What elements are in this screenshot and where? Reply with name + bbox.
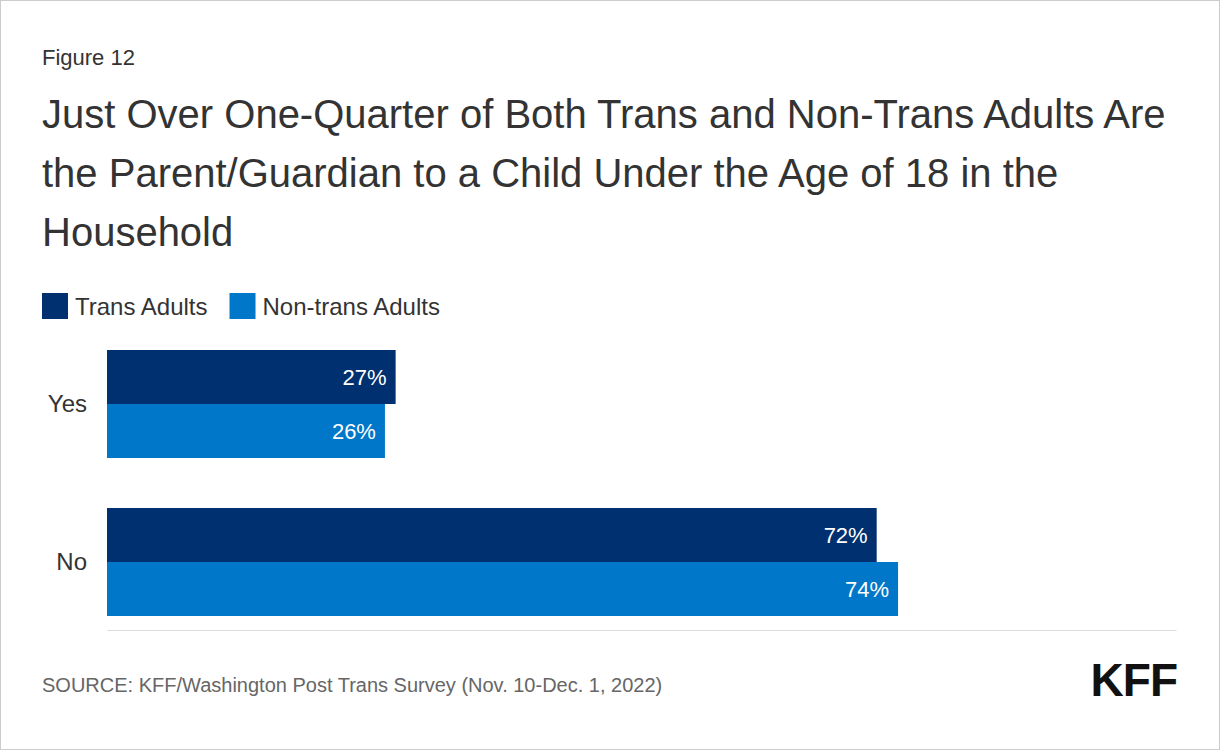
y-tick-label: No <box>56 548 87 575</box>
data-label: 72% <box>824 523 868 548</box>
bar <box>107 508 877 562</box>
legend-label: Trans Adults <box>75 293 208 320</box>
data-labels: 27% 72% 26% 74% <box>332 365 889 602</box>
title: Just Over One-Quarter of Both Trans and … <box>42 92 1165 254</box>
bar <box>107 562 898 616</box>
figure-label: Figure 12 <box>42 45 135 70</box>
legend-swatch <box>230 293 256 319</box>
bar <box>107 404 385 458</box>
legend: Trans Adults Non-trans Adults <box>42 293 440 320</box>
data-label: 26% <box>332 419 376 444</box>
title-group: Just Over One-Quarter of Both Trans and … <box>42 92 1165 254</box>
bar <box>107 350 396 404</box>
y-tick-label: Yes <box>48 390 87 417</box>
title-line: Household <box>42 210 233 254</box>
x-axis <box>108 630 1177 632</box>
y-tick: Yes <box>48 390 107 417</box>
data-label: 27% <box>343 365 387 390</box>
frame <box>1 1 1220 750</box>
data-label: 74% <box>845 577 889 602</box>
x-axis-line <box>108 630 1177 631</box>
title-line: the Parent/Guardian to a Child Under the… <box>42 151 1058 195</box>
y-axis-line <box>107 351 108 617</box>
bars <box>107 350 898 616</box>
legend-label: Non-trans Adults <box>263 293 440 320</box>
y-tick: No <box>56 548 107 575</box>
logo: KFF <box>1091 654 1177 706</box>
chart: Figure 12 Just Over One-Quarter of Both T… <box>0 0 1220 750</box>
y-axis: Yes No <box>48 351 108 617</box>
legend-swatch <box>42 293 68 319</box>
source: SOURCE: KFF/Washington Post Trans Survey… <box>42 674 662 696</box>
title-line: Just Over One-Quarter of Both Trans and … <box>42 92 1165 136</box>
